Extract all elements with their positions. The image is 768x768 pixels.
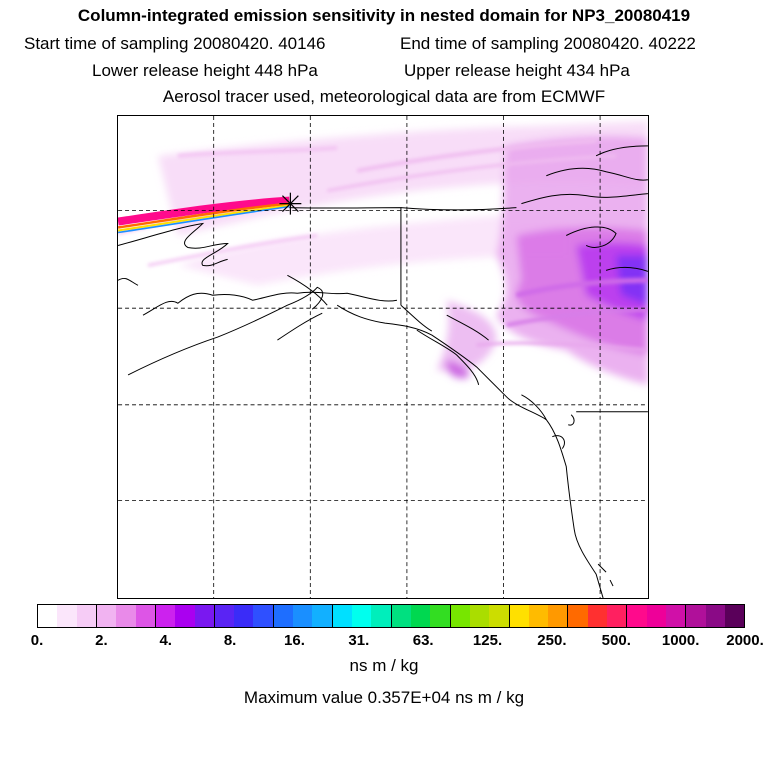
colorbar-segment bbox=[548, 605, 569, 627]
colorbar-tick-label: 63. bbox=[412, 632, 434, 649]
colorbar-segment bbox=[410, 605, 431, 627]
colorbar-unit: ns m / kg bbox=[349, 656, 419, 675]
colorbar-segment bbox=[568, 605, 588, 627]
sensitivity-map bbox=[117, 115, 649, 599]
colorbar-segment bbox=[450, 605, 470, 627]
maximum-value: Maximum value 0.357E+04 ns m / kg bbox=[243, 688, 525, 707]
colorbar-segment bbox=[627, 605, 647, 627]
colorbar-segment bbox=[175, 605, 195, 627]
sensitivity-field bbox=[118, 120, 648, 385]
release-point-marker bbox=[279, 192, 302, 215]
colorbar-tick-label: 0. bbox=[30, 632, 44, 649]
colorbar-segment bbox=[371, 605, 392, 627]
colorbar-segment bbox=[38, 605, 58, 627]
colorbar-tick-label: 16. bbox=[284, 632, 305, 649]
colorbar-segment bbox=[332, 605, 352, 627]
colorbar-segment bbox=[214, 605, 235, 627]
release-upper: Upper release height 434 hPa bbox=[404, 61, 630, 80]
colorbar-tick-label: 125. bbox=[472, 632, 503, 649]
colorbar-segment bbox=[76, 605, 97, 627]
colorbar-segment bbox=[509, 605, 529, 627]
colorbar-segment bbox=[391, 605, 411, 627]
colorbar-segment bbox=[96, 605, 117, 627]
colorbar-segment bbox=[352, 605, 372, 627]
colorbar-tick-label: 4. bbox=[159, 632, 172, 649]
colorbar-segment bbox=[489, 605, 510, 627]
colorbar-segment bbox=[469, 605, 490, 627]
colorbar-segment bbox=[234, 605, 254, 627]
colorbar-segment bbox=[607, 605, 628, 627]
sampling-start: Start time of sampling 20080420. 40146 bbox=[24, 34, 326, 53]
tracer-description: Aerosol tracer used, meteorological data… bbox=[162, 87, 606, 106]
colorbar-tick-label: 250. bbox=[537, 632, 567, 649]
colorbar-segment bbox=[587, 605, 608, 627]
colorbar-tick-label: 500. bbox=[601, 632, 631, 649]
coastlines bbox=[118, 145, 648, 598]
colorbar-segment bbox=[293, 605, 313, 627]
colorbar-segment bbox=[116, 605, 136, 627]
colorbar-segment bbox=[724, 605, 745, 627]
gridlines bbox=[118, 116, 648, 598]
colorbar-segment bbox=[666, 605, 687, 627]
colorbar-segment bbox=[155, 605, 176, 627]
colorbar-tick-label: 2. bbox=[95, 632, 108, 649]
colorbar-tick-label: 2000. bbox=[726, 632, 764, 649]
chart-title: Column-integrated emission sensitivity i… bbox=[77, 6, 691, 25]
colorbar-segment bbox=[705, 605, 725, 627]
plume-band bbox=[118, 196, 290, 234]
colorbar-segment bbox=[135, 605, 156, 627]
colorbar-segment bbox=[430, 605, 451, 627]
colorbar-segment bbox=[194, 605, 215, 627]
colorbar-segment bbox=[686, 605, 706, 627]
colorbar-segment bbox=[273, 605, 294, 627]
colorbar-segment bbox=[253, 605, 274, 627]
colorbar-tick-label: 8. bbox=[223, 632, 237, 649]
colorbar-segment bbox=[528, 605, 549, 627]
colorbar bbox=[37, 604, 745, 628]
colorbar-segment bbox=[646, 605, 666, 627]
colorbar-tick-label: 1000. bbox=[661, 632, 700, 649]
sampling-end: End time of sampling 20080420. 40222 bbox=[400, 34, 696, 53]
colorbar-tick-label: 31. bbox=[348, 632, 370, 649]
release-lower: Lower release height 448 hPa bbox=[92, 61, 318, 80]
colorbar-segment bbox=[57, 605, 77, 627]
colorbar-segment bbox=[312, 605, 333, 627]
